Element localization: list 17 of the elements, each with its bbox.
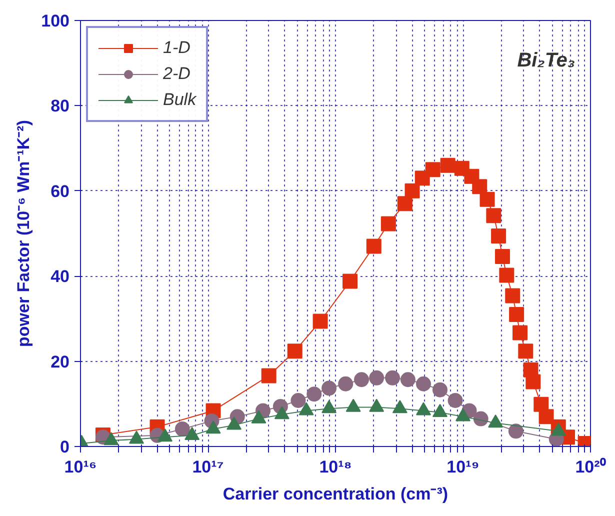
x-axis-title: Carrier concentration (cm⁻³) [222,484,448,504]
legend-label: 1-D [163,38,190,58]
y-axis-title: power Factor (10⁻⁶ Wm⁻¹K⁻²) [14,120,34,348]
legend-label: Bulk [163,90,196,110]
x-tick-label: 10¹⁸ [319,458,352,476]
y-tick-label: 20 [50,352,70,372]
x-tick-label: 10¹⁶ [64,458,97,476]
y-tick-label: 100 [41,12,70,30]
annotation: Bi₂Te₃ [517,50,576,72]
x-tick-label: 10¹⁹ [446,458,480,476]
y-tick-label: 60 [50,182,70,201]
y-tick-label: 40 [50,267,70,286]
y-tick-label: 0 [60,438,70,456]
x-tick-label: 10¹⁷ [192,458,224,476]
x-tick-label: 10²⁰ [575,458,606,476]
y-tick-label: 80 [50,96,70,116]
legend-label: 2-D [163,64,190,84]
